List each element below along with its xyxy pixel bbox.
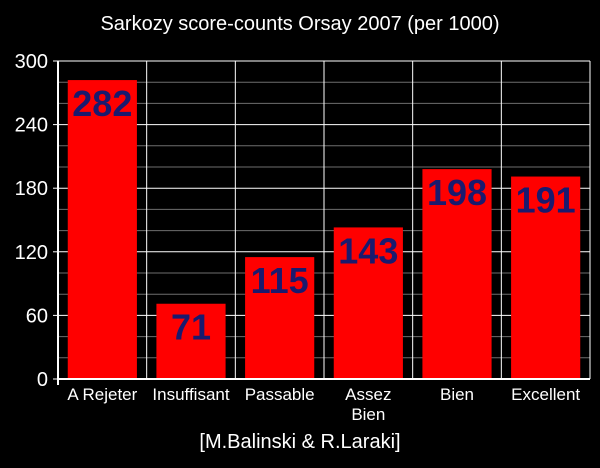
bar-value-label: 198 [427,172,487,213]
y-tick-label: 180 [15,178,48,200]
x-tick-label: Insuffisant [152,385,229,404]
bar [156,303,226,379]
x-tick-label: Assez [345,385,391,404]
bar-value-label: 71 [171,307,211,348]
y-tick-label: 300 [15,51,48,73]
y-tick-label: 120 [15,242,48,264]
y-tick-label: 240 [15,115,48,137]
bar-value-label: 115 [251,260,309,301]
chart-title: Sarkozy score-counts Orsay 2007 (per 100… [100,13,499,35]
bar [67,80,137,379]
x-tick-label: Passable [245,385,315,404]
x-axis-caption: [M.Balinski & R.Laraki] [199,431,400,453]
bar [333,227,403,379]
axes: 0 60 120 180 240 300 A Rejeter Insuffisant Passa… [15,51,590,424]
bar-value-label: 282 [72,83,132,124]
bars: 282 71 115 143 198 191 [67,80,581,379]
x-tick-label: Bien [351,405,385,424]
y-tick-label: 0 [37,369,48,391]
bar-value-label: 143 [338,230,398,271]
x-tick-label: Bien [440,385,474,404]
y-tick-label: 60 [26,305,48,327]
x-tick-label: Excellent [511,385,580,404]
bar [511,176,581,379]
x-tick-label: A Rejeter [67,385,137,404]
bar-value-label: 191 [516,180,576,221]
bar [245,257,315,379]
bar [422,169,492,379]
